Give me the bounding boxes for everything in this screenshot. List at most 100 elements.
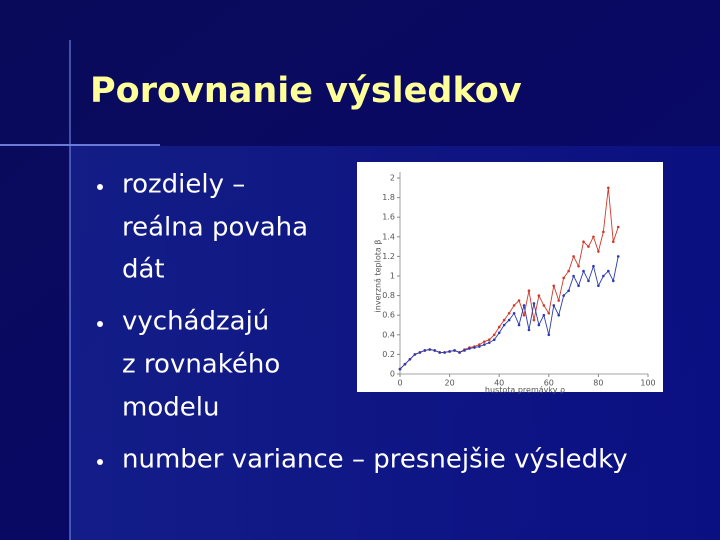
series-point	[517, 323, 521, 327]
bullet-text: z rovnakého	[122, 350, 280, 380]
series-point	[542, 304, 546, 307]
y-tick-label: 0.6	[382, 311, 395, 320]
series-point	[532, 302, 536, 305]
series-point	[552, 284, 556, 288]
series-point	[483, 343, 486, 346]
y-tick-label: 1.2	[382, 252, 395, 261]
series-point	[572, 274, 575, 278]
series-point	[611, 240, 615, 243]
series-point	[587, 279, 590, 283]
y-tick-label: 0	[390, 370, 395, 379]
y-tick-label: 0.4	[382, 330, 395, 339]
x-tick-label: 60	[544, 379, 554, 388]
series-point	[473, 346, 476, 349]
series-point	[517, 299, 521, 302]
y-tick-label: 1.6	[382, 213, 395, 222]
series-point	[458, 351, 461, 354]
series-point	[502, 323, 506, 327]
series-point	[592, 264, 595, 268]
series-point	[582, 240, 585, 243]
y-tick-label: 0.2	[382, 350, 395, 359]
x-tick-label: 40	[494, 379, 504, 388]
bullet-text: dát	[122, 255, 165, 285]
x-tick-label: 0	[397, 379, 402, 388]
bullet-text: number variance – presnejšie výsledky	[122, 445, 628, 475]
series-point	[537, 294, 541, 297]
series-point	[537, 323, 541, 327]
series-point	[468, 347, 471, 350]
series-point	[547, 311, 551, 315]
series-point	[567, 289, 570, 293]
series-point	[527, 328, 531, 332]
series-point	[607, 186, 610, 190]
series-point	[428, 348, 432, 351]
series-point	[512, 304, 516, 307]
y-tick-label: 1	[390, 272, 395, 281]
series-point	[562, 276, 565, 280]
series-point	[607, 269, 610, 273]
series-point	[522, 304, 526, 307]
series-point	[582, 269, 585, 273]
chart: 00.20.40.60.811.21.41.61.820 20 40 60 80 100h…	[374, 172, 656, 395]
series-point	[433, 349, 437, 352]
x-tick-label: 20	[445, 379, 455, 388]
series-point	[507, 318, 511, 322]
slide-title: Porovnanie výsledkov	[90, 71, 522, 111]
x-tick-label: 80	[593, 379, 603, 388]
series-point	[453, 349, 456, 352]
series-point	[602, 274, 605, 278]
series-point	[443, 351, 446, 354]
series-point	[611, 279, 615, 283]
series-point	[413, 353, 417, 356]
series-point	[522, 313, 526, 317]
series-point	[616, 255, 620, 258]
bullet-dot	[97, 321, 103, 327]
series-point	[512, 311, 516, 315]
series-point	[497, 325, 501, 329]
series-point	[418, 351, 422, 354]
series-point	[463, 349, 466, 352]
series-point	[597, 284, 600, 288]
series-point	[497, 331, 501, 335]
series-point	[478, 345, 481, 348]
series-point	[577, 284, 580, 288]
series-point	[423, 349, 427, 352]
series-point	[448, 350, 451, 353]
series-point	[507, 311, 511, 315]
bullet-text: modelu	[122, 393, 219, 423]
bullet-dot	[97, 184, 103, 190]
series-point	[602, 230, 605, 234]
series-point	[492, 338, 496, 342]
series-point	[572, 255, 575, 258]
series-point	[487, 338, 491, 342]
series-point	[552, 304, 556, 307]
series-point	[487, 341, 491, 344]
bullet-text: vychádzajú	[122, 307, 269, 337]
series-point	[403, 362, 407, 366]
series-point	[587, 245, 590, 248]
y-tick-label: 1.4	[382, 232, 395, 241]
series-point	[597, 250, 600, 253]
series-point	[557, 313, 561, 317]
series-point	[483, 340, 486, 343]
series-point	[542, 313, 546, 317]
series-point	[592, 235, 595, 239]
x-tick-label: 100	[640, 379, 655, 388]
series-point	[492, 333, 496, 337]
x-axis-label: hustota premávky ρ	[485, 386, 565, 395]
series-point	[527, 289, 531, 293]
y-axis-label: inverzná teplota β	[374, 240, 383, 313]
bullet-text: reálna povaha	[122, 213, 308, 243]
series-point	[562, 294, 565, 297]
series-point	[577, 264, 580, 268]
y-tick-label: 2	[390, 174, 395, 183]
y-tick-label: 1.8	[382, 193, 395, 202]
series-point	[532, 318, 536, 322]
bullet-text: rozdiely –	[122, 170, 245, 200]
series-point	[502, 318, 506, 322]
series-point	[547, 333, 551, 337]
series-point	[408, 358, 412, 361]
series-point	[438, 351, 441, 354]
